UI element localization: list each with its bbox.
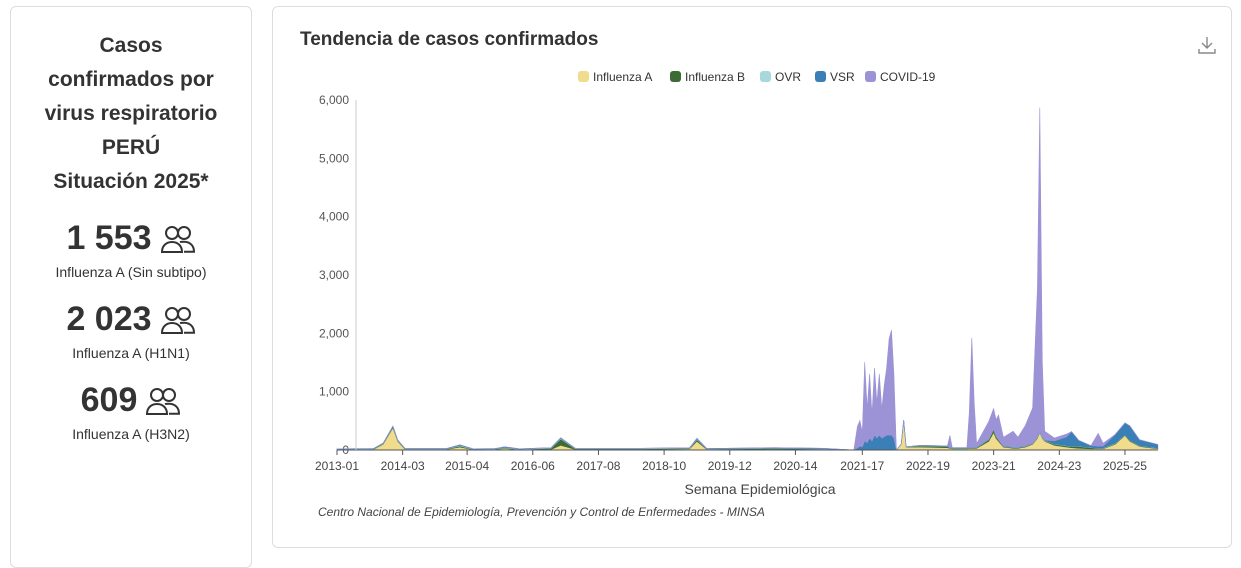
- series-area-covid-19[interactable]: [336, 107, 1158, 451]
- x-tick-label: 2020-14: [773, 459, 817, 473]
- stat-value: 1 553: [66, 219, 152, 257]
- y-tick-label: 3,000: [319, 268, 349, 282]
- download-icon: [1198, 37, 1216, 54]
- legend-swatch[interactable]: [670, 71, 681, 82]
- chart-title: Tendencia de casos confirmados: [300, 29, 599, 50]
- x-tick-label: 2014-03: [381, 459, 425, 473]
- stat-label: Influenza A (Sin subtipo): [55, 264, 207, 280]
- stat-item: 2 023 Influenza A (H1N1): [11, 300, 251, 361]
- x-tick-label: 2018-10: [642, 459, 686, 473]
- legend-label[interactable]: COVID-19: [880, 70, 936, 84]
- chart-panel: Tendencia de casos confirmados: [272, 6, 1232, 548]
- stat-item: 609 Influenza A (H3N2): [11, 381, 251, 442]
- x-tick-label: 2013-01: [315, 459, 359, 473]
- x-tick-label: 2015-04: [445, 459, 489, 473]
- legend-swatch[interactable]: [760, 71, 771, 82]
- legend-swatch[interactable]: [578, 71, 589, 82]
- x-tick-label: 2022-19: [906, 459, 950, 473]
- chart: 01,0002,0003,0004,0005,0006,0002013-0120…: [315, 70, 1159, 519]
- summary-title: Casos confirmados por virus respiratorio…: [44, 34, 218, 193]
- x-tick-label: 2023-21: [972, 459, 1016, 473]
- summary-panel: Casos confirmados por virus respiratorio…: [10, 6, 252, 568]
- x-axis-label: Semana Epidemiológica: [685, 481, 836, 497]
- y-tick-label: 1,000: [319, 385, 349, 399]
- y-tick-label: 4,000: [319, 210, 349, 224]
- legend-label[interactable]: VSR: [830, 70, 855, 84]
- x-tick-label: 2025-25: [1103, 459, 1147, 473]
- stat-label: Influenza A (H3N2): [72, 426, 190, 442]
- legend-label[interactable]: Influenza B: [685, 70, 745, 84]
- y-tick-label: 2,000: [319, 326, 349, 340]
- x-tick-label: 2024-23: [1037, 459, 1081, 473]
- stat-value: 609: [80, 381, 138, 419]
- x-tick-label: 2019-12: [708, 459, 752, 473]
- people-icon: [160, 225, 195, 253]
- legend-label[interactable]: OVR: [775, 70, 801, 84]
- y-tick-label: 5,000: [319, 151, 349, 165]
- x-tick-label: 2017-08: [576, 459, 620, 473]
- legend-label[interactable]: Influenza A: [593, 70, 652, 84]
- stat-label: Influenza A (H1N1): [72, 345, 190, 361]
- x-tick-label: 2021-17: [840, 459, 884, 473]
- stat-value: 2 023: [66, 300, 152, 338]
- legend-swatch[interactable]: [815, 71, 826, 82]
- stat-item: 1 553 Influenza A (Sin subtipo): [11, 219, 251, 280]
- people-icon: [146, 387, 181, 415]
- people-icon: [160, 306, 195, 334]
- download-button[interactable]: [1197, 35, 1217, 60]
- source-note: Centro Nacional de Epidemiología, Preven…: [318, 505, 765, 519]
- y-tick-label: 6,000: [319, 93, 349, 107]
- x-tick-label: 2016-06: [511, 459, 555, 473]
- legend-swatch[interactable]: [865, 71, 876, 82]
